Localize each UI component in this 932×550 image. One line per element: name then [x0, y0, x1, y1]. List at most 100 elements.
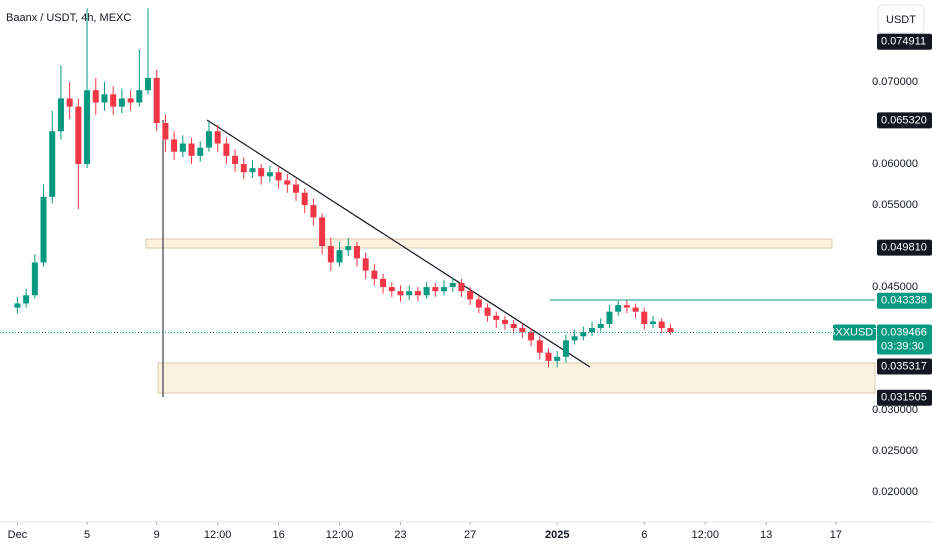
x-tick-label: 23	[394, 529, 406, 541]
candle-body	[57, 98, 64, 132]
x-tick-label: 27	[464, 529, 476, 541]
candle-body	[589, 328, 596, 333]
candle-body	[571, 336, 578, 341]
candle-body	[249, 168, 256, 173]
candle-body	[432, 287, 439, 292]
candle-body	[179, 143, 186, 152]
candle-body	[197, 147, 204, 156]
x-tick-label: 12:00	[691, 529, 719, 541]
candle-body	[101, 94, 108, 103]
price-label: 0.065320	[881, 114, 927, 126]
candle-body	[240, 164, 247, 173]
candle-body	[580, 332, 587, 337]
candle-body	[501, 319, 508, 324]
x-tick-label: 2025	[545, 529, 569, 541]
resistance-zone	[145, 238, 833, 249]
candle-body	[658, 321, 665, 329]
candle-body	[353, 246, 360, 259]
symbol-tag-label: BXXUSDT	[828, 326, 880, 338]
candle-body	[319, 217, 326, 247]
price-label-box	[877, 292, 932, 309]
candle-body	[275, 172, 282, 181]
x-tick-label: Dec	[8, 529, 28, 541]
candle-body	[301, 192, 308, 206]
x-tick-label: 17	[830, 529, 842, 541]
candle-body	[667, 328, 674, 333]
candle-body	[536, 340, 543, 353]
candle-body	[23, 295, 30, 304]
candle-body	[545, 352, 552, 361]
x-tick-label: 9	[154, 529, 160, 541]
price-label: 0.035317	[881, 360, 927, 372]
candle-body	[40, 196, 47, 263]
candle-body	[153, 77, 160, 124]
candle-body	[205, 131, 212, 148]
candle-body	[171, 139, 178, 152]
candle-body	[606, 311, 613, 324]
trend-line	[206, 119, 591, 368]
candle-body	[84, 90, 91, 165]
candle-body	[397, 291, 404, 296]
x-tick-label: 12:00	[204, 529, 232, 541]
x-tick-label: 6	[641, 529, 647, 541]
y-tick-label: 0.025000	[872, 445, 918, 457]
candle-body	[423, 287, 430, 296]
candle-body	[406, 291, 413, 296]
candle-body	[66, 98, 73, 107]
currency-button[interactable]	[877, 4, 925, 34]
candle-body	[371, 270, 378, 279]
candle-body	[597, 323, 604, 329]
current-price-label: 0.039466	[881, 326, 927, 338]
price-label-box	[877, 358, 932, 375]
candle-body	[75, 106, 82, 165]
candle-body	[449, 282, 456, 288]
candle-body	[345, 246, 352, 251]
price-label: 0.074911	[881, 36, 926, 48]
x-tick-label: 12:00	[326, 529, 354, 541]
price-label-box	[877, 239, 932, 256]
candle-body	[554, 356, 561, 361]
candle-body	[458, 282, 465, 292]
candle-body	[493, 315, 500, 320]
candle-body	[623, 305, 630, 308]
candle-body	[641, 311, 648, 324]
countdown: 03:39:30	[881, 340, 924, 352]
price-label-box	[877, 112, 932, 129]
candle-body	[162, 123, 169, 140]
candle-body	[649, 321, 656, 324]
candle-body	[266, 172, 273, 177]
currency-button-label[interactable]: USDT	[886, 14, 916, 26]
candle-body	[615, 305, 622, 312]
candle-body	[136, 90, 143, 103]
candle-body	[475, 299, 482, 308]
candle-body	[519, 328, 526, 333]
candle-body	[467, 291, 474, 300]
candle-body	[284, 180, 291, 185]
y-tick-label: 0.030000	[872, 404, 918, 416]
y-tick-label: 0.060000	[872, 158, 918, 170]
candle-body	[388, 287, 395, 292]
candle-body	[92, 90, 99, 103]
candle-body	[232, 155, 239, 165]
candle-body	[510, 323, 517, 329]
price-label: 0.031505	[881, 392, 927, 404]
candle-body	[258, 168, 265, 177]
candle-body	[484, 307, 491, 316]
candle-body	[528, 332, 535, 341]
candle-body	[310, 205, 317, 218]
candle-body	[223, 143, 230, 156]
candle-body	[327, 246, 334, 263]
price-label-box	[877, 389, 932, 406]
price-label: 0.043338	[881, 295, 927, 307]
y-tick-label: 0.055000	[872, 199, 918, 211]
current-price-box	[877, 324, 932, 355]
price-label: 0.049810	[881, 242, 927, 254]
support-zone	[157, 362, 876, 394]
candle-body	[110, 94, 117, 107]
candle-body	[188, 143, 195, 156]
candle-body	[31, 262, 38, 296]
candle-body	[127, 98, 134, 103]
candle-body	[49, 131, 56, 197]
candle-body	[14, 303, 21, 308]
